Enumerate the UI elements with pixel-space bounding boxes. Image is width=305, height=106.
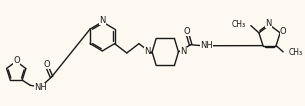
Text: O: O <box>13 56 20 65</box>
Text: N: N <box>265 19 272 28</box>
Text: N: N <box>181 47 187 56</box>
Text: O: O <box>43 60 50 69</box>
Text: NH: NH <box>34 83 47 92</box>
Text: O: O <box>280 27 286 36</box>
Text: NH: NH <box>200 41 213 50</box>
Text: CH₃: CH₃ <box>231 20 246 29</box>
Text: N: N <box>144 47 150 56</box>
Text: N: N <box>99 16 106 25</box>
Text: O: O <box>183 27 190 36</box>
Text: CH₃: CH₃ <box>288 48 302 57</box>
